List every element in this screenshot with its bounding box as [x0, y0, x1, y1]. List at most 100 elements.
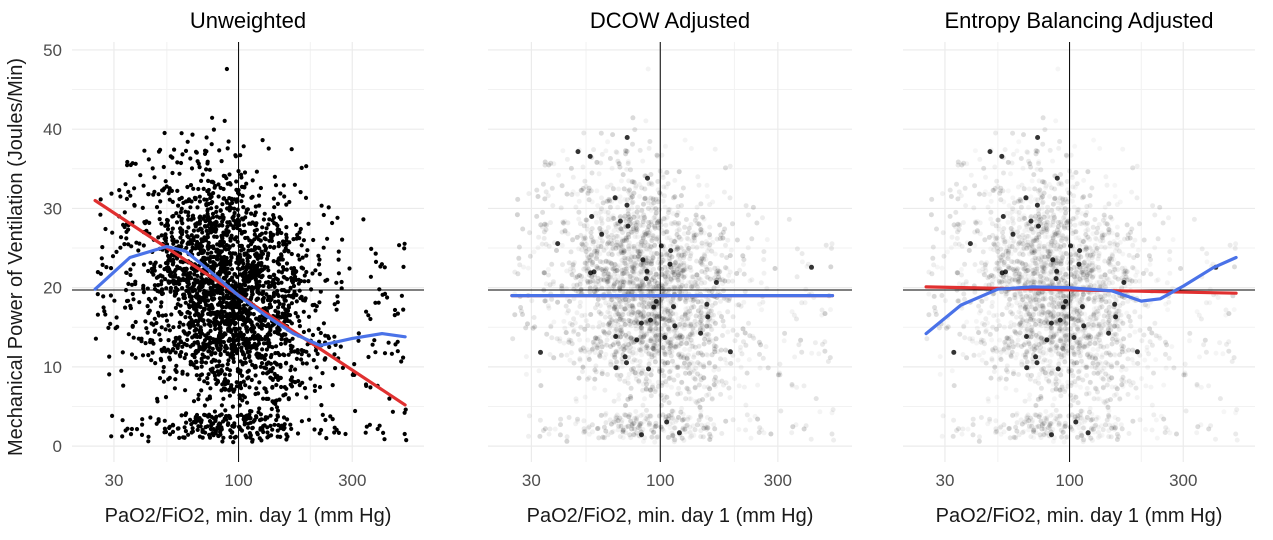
data-point [627, 349, 632, 354]
data-point [206, 331, 210, 335]
data-point [170, 156, 174, 160]
data-point [219, 309, 223, 313]
data-point [610, 166, 615, 171]
data-point [613, 197, 618, 202]
data-point [651, 255, 656, 260]
data-point [210, 200, 214, 204]
data-point [146, 269, 150, 273]
data-point [118, 246, 122, 250]
data-point [337, 258, 341, 262]
data-point [717, 222, 722, 227]
data-point [534, 188, 539, 193]
data-point [669, 353, 674, 358]
data-point [402, 246, 406, 250]
data-point [270, 239, 274, 243]
data-point [735, 238, 740, 243]
data-point [599, 131, 604, 136]
data-point [120, 434, 124, 438]
data-point [527, 413, 532, 418]
data-point [174, 350, 178, 354]
data-point [590, 262, 595, 267]
data-point [663, 205, 668, 210]
data-point [247, 354, 251, 358]
data-point [131, 297, 135, 301]
data-point [198, 222, 202, 226]
data-point [548, 427, 553, 432]
data-point [563, 228, 568, 233]
data-point [126, 282, 130, 286]
data-point [713, 147, 718, 152]
data-point [590, 226, 595, 231]
data-point [254, 317, 258, 321]
data-point [794, 385, 799, 390]
data-point [101, 294, 105, 298]
x-tick-label: 300 [338, 471, 366, 490]
data-point [724, 361, 729, 366]
data-point [265, 435, 269, 439]
data-point [254, 204, 258, 208]
data-point [228, 373, 232, 377]
data-point [274, 344, 278, 348]
data-point [321, 413, 325, 417]
data-point [227, 318, 231, 322]
data-point [284, 361, 288, 365]
data-point [254, 373, 258, 377]
data-point [538, 350, 543, 355]
data-point [186, 433, 190, 437]
data-point [293, 183, 297, 187]
data-point [211, 347, 215, 351]
data-point [581, 131, 586, 136]
data-point [233, 286, 237, 290]
data-point [109, 192, 113, 196]
data-point [206, 349, 210, 353]
data-point [272, 273, 276, 277]
data-point [700, 353, 705, 358]
data-point [670, 433, 675, 438]
data-point [206, 298, 210, 302]
data-point [125, 271, 129, 275]
data-point [181, 277, 185, 281]
data-point [226, 421, 230, 425]
data-point [140, 433, 144, 437]
data-point [190, 242, 194, 246]
data-point [371, 343, 375, 347]
data-point [280, 270, 284, 274]
data-point [197, 295, 201, 299]
data-point [641, 369, 646, 374]
data-point [317, 258, 321, 262]
data-point [749, 236, 754, 241]
data-point [312, 427, 316, 431]
data-point [544, 223, 549, 228]
data-point [123, 182, 127, 186]
data-point [670, 416, 675, 421]
data-point [581, 165, 586, 170]
data-point [121, 223, 125, 227]
data-point [568, 358, 573, 363]
data-point [596, 324, 601, 329]
data-point [254, 386, 258, 390]
data-point [403, 432, 407, 436]
data-point [664, 229, 669, 234]
data-point [644, 261, 649, 266]
data-point [536, 235, 541, 240]
data-point [202, 307, 206, 311]
data-point [648, 220, 653, 225]
data-point [228, 368, 232, 372]
data-point [598, 303, 603, 308]
data-point [741, 339, 746, 344]
data-point [263, 245, 267, 249]
data-point [111, 254, 115, 258]
data-point [381, 431, 385, 435]
data-point [652, 304, 657, 309]
data-point [683, 273, 688, 278]
data-point [196, 349, 200, 353]
data-point [260, 361, 264, 365]
data-point [317, 262, 321, 266]
data-point [270, 377, 274, 381]
data-point [208, 193, 212, 197]
data-point [583, 246, 588, 251]
data-point [195, 312, 199, 316]
data-point [275, 326, 279, 330]
data-point [542, 299, 547, 304]
